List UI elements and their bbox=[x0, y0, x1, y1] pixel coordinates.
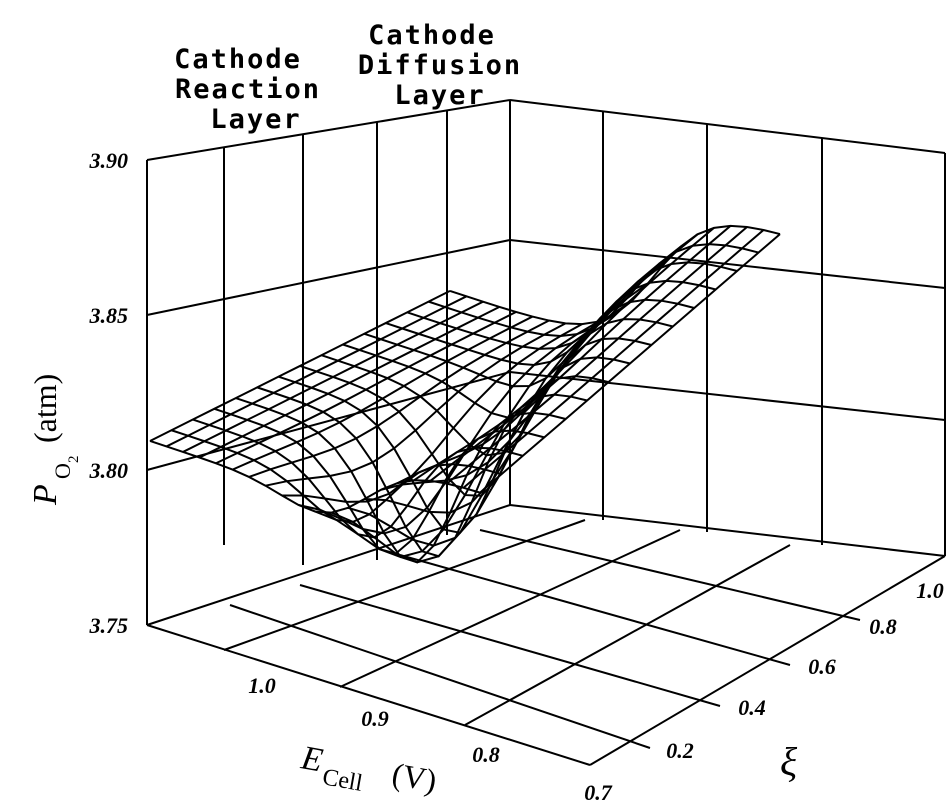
y-tick: 0.2 bbox=[666, 738, 694, 763]
z-tick: 3.85 bbox=[89, 303, 129, 328]
z-tick: 3.80 bbox=[89, 458, 129, 483]
y-tick: 0.6 bbox=[808, 654, 836, 679]
region-label-reaction-line-2: Reaction bbox=[175, 74, 321, 105]
svg-text:(atm): (atm) bbox=[27, 374, 63, 443]
surface-line bbox=[298, 320, 600, 535]
region-label-diffusion-line-3: Layer bbox=[394, 80, 485, 111]
surface-line bbox=[446, 226, 748, 485]
svg-text:P: P bbox=[27, 484, 64, 506]
surface-line bbox=[479, 233, 781, 494]
surface-line bbox=[149, 290, 451, 442]
x-tick: 1.0 bbox=[248, 673, 276, 698]
surface-line bbox=[248, 319, 550, 478]
surface-line bbox=[397, 233, 699, 485]
surface-line bbox=[380, 245, 682, 491]
svg-text:O: O bbox=[50, 463, 75, 479]
surface-line bbox=[265, 322, 566, 487]
surface-line bbox=[314, 313, 616, 559]
x-tick-labels: 1.0 0.9 0.8 0.7 bbox=[248, 673, 613, 805]
svg-text:(V): (V) bbox=[389, 755, 439, 798]
surface-line bbox=[166, 295, 467, 448]
x-tick: 0.7 bbox=[584, 780, 613, 805]
z-axis-title: P O 2 (atm) bbox=[27, 374, 82, 506]
svg-text:2: 2 bbox=[66, 456, 82, 464]
surface-line bbox=[462, 229, 765, 489]
surface-line bbox=[182, 300, 484, 453]
surface-line bbox=[199, 306, 500, 459]
y-tick: 0.4 bbox=[738, 695, 766, 720]
region-labels: Cathode Reaction Layer Cathode Diffusion… bbox=[174, 20, 522, 135]
surface-line bbox=[215, 311, 517, 465]
x-tick: 0.8 bbox=[472, 742, 500, 767]
y-tick: 0.8 bbox=[869, 614, 897, 639]
region-label-reaction-line-3: Layer bbox=[210, 104, 301, 135]
y-tick-labels: 0.2 0.4 0.6 0.8 1.0 bbox=[666, 578, 944, 763]
y-axis-title: ξ bbox=[780, 739, 798, 784]
region-label-reaction-line-1: Cathode bbox=[174, 44, 302, 75]
region-label-diffusion-line-2: Diffusion bbox=[358, 50, 522, 81]
svg-text:Cell: Cell bbox=[321, 764, 365, 797]
svg-text:E: E bbox=[298, 739, 326, 779]
surface-line bbox=[278, 375, 609, 534]
surface-line bbox=[281, 323, 583, 503]
z-tick: 3.75 bbox=[89, 613, 129, 638]
surface-line bbox=[413, 227, 715, 482]
z-tick: 3.90 bbox=[89, 148, 129, 173]
surface-line bbox=[232, 315, 533, 471]
floor-grid bbox=[146, 519, 946, 766]
x-axis-title: E Cell (V) bbox=[298, 739, 440, 798]
z-tick-labels: 3.75 3.80 3.85 3.90 bbox=[89, 148, 129, 638]
surface-line bbox=[429, 225, 732, 482]
y-tick: 1.0 bbox=[916, 578, 944, 603]
region-label-diffusion-line-1: Cathode bbox=[368, 20, 496, 51]
back-wall-grid bbox=[146, 99, 946, 626]
surface-mesh bbox=[149, 224, 781, 564]
x-tick: 0.9 bbox=[361, 706, 389, 731]
